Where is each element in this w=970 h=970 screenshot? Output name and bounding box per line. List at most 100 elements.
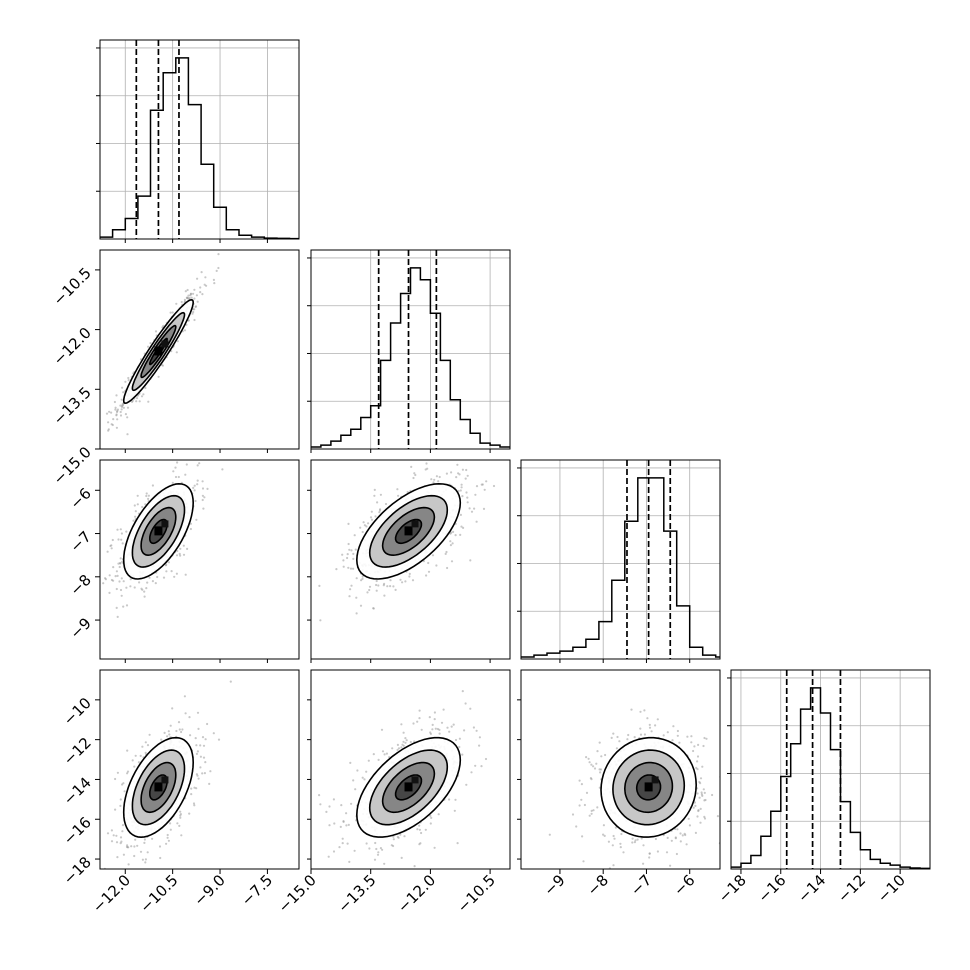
sample-point: [633, 841, 637, 844]
sample-point: [693, 745, 696, 748]
sample-point: [366, 591, 369, 594]
sample-point: [195, 518, 198, 521]
sample-point: [377, 758, 380, 762]
sample-point: [112, 834, 115, 837]
sample-point: [352, 552, 355, 556]
sample-point: [631, 837, 634, 840]
sample-point: [425, 462, 428, 465]
sample-point: [189, 734, 192, 737]
sample-point: [179, 810, 182, 813]
sample-point: [375, 589, 378, 592]
sample-point: [669, 864, 672, 867]
sample-point: [702, 744, 705, 748]
sample-point: [575, 825, 578, 828]
sample-point: [201, 772, 204, 775]
sample-point: [656, 718, 659, 721]
sample-point: [631, 841, 634, 844]
sample-point: [186, 288, 189, 292]
sample-point: [690, 741, 693, 744]
sample-point: [144, 503, 147, 506]
sample-point: [363, 778, 366, 781]
sample-point: [666, 836, 669, 840]
sample-point: [693, 801, 697, 804]
sample-point: [453, 809, 456, 812]
sample-point: [365, 525, 368, 528]
sample-point: [697, 809, 700, 813]
density-peak: [404, 782, 413, 792]
sample-point: [175, 302, 178, 305]
sample-point: [190, 428, 192, 430]
sample-point: [363, 524, 366, 527]
sample-point: [431, 554, 435, 557]
sample-point: [147, 497, 150, 500]
sample-point: [178, 824, 181, 828]
sample-point: [367, 522, 370, 525]
sample-point: [429, 822, 432, 825]
sample-point: [111, 423, 114, 427]
sample-point: [666, 878, 668, 880]
sample-point: [127, 863, 130, 866]
sample-point: [368, 585, 372, 588]
sample-point: [372, 753, 375, 756]
x-tick-label: −8: [584, 871, 612, 899]
sample-point: [157, 375, 160, 378]
sample-point: [209, 770, 212, 773]
sample-point: [475, 729, 478, 732]
sample-point: [420, 831, 423, 835]
sample-point: [445, 550, 448, 554]
sample-point: [196, 479, 199, 482]
sample-point: [602, 824, 606, 827]
sample-point: [341, 837, 344, 840]
x-tick-label: −10: [874, 871, 909, 906]
sample-point: [461, 468, 464, 471]
sample-point: [160, 738, 163, 741]
sample-point: [147, 400, 150, 403]
sample-point: [197, 727, 200, 731]
y-tick-label: −15.0: [50, 443, 95, 488]
sample-point: [694, 804, 697, 808]
sample-point: [687, 817, 690, 820]
sample-point: [179, 456, 181, 458]
sample-point: [202, 744, 206, 747]
sample-point: [444, 552, 447, 556]
sample-point: [578, 804, 581, 807]
sample-point: [583, 803, 587, 807]
sample-point: [446, 566, 449, 570]
sample-point: [195, 752, 198, 756]
sample-point: [362, 521, 365, 524]
sample-point: [129, 578, 132, 581]
sample-point: [599, 768, 603, 771]
histogram-step: [311, 267, 510, 448]
sample-point: [412, 476, 415, 480]
sample-point: [151, 484, 154, 487]
sample-point: [626, 738, 629, 741]
sample-point: [189, 294, 192, 297]
sample-point: [106, 550, 109, 553]
sample-point: [147, 494, 150, 497]
sample-point: [630, 708, 633, 711]
x-tick-label: −14: [794, 871, 829, 906]
sample-point: [427, 570, 431, 573]
sample-point: [654, 724, 657, 727]
sample-point: [193, 297, 196, 300]
sample-point: [615, 747, 619, 750]
sample-point: [392, 585, 395, 588]
sample-point: [448, 730, 451, 733]
sample-point: [458, 473, 461, 476]
y-tick-label: −13.5: [50, 383, 95, 428]
sample-point: [433, 846, 436, 849]
sample-point: [468, 507, 471, 510]
sample-point: [196, 277, 199, 280]
sample-point: [186, 547, 189, 551]
sample-point: [146, 581, 149, 584]
sample-point: [169, 724, 172, 727]
panel-frame: [520, 459, 721, 660]
sample-point: [126, 770, 130, 773]
sample-point: [585, 756, 588, 759]
sample-point: [603, 834, 606, 838]
sample-point: [177, 475, 180, 479]
sample-point: [416, 828, 419, 831]
density-peak: [411, 520, 419, 528]
sample-point: [191, 312, 194, 315]
sample-point: [110, 840, 114, 843]
